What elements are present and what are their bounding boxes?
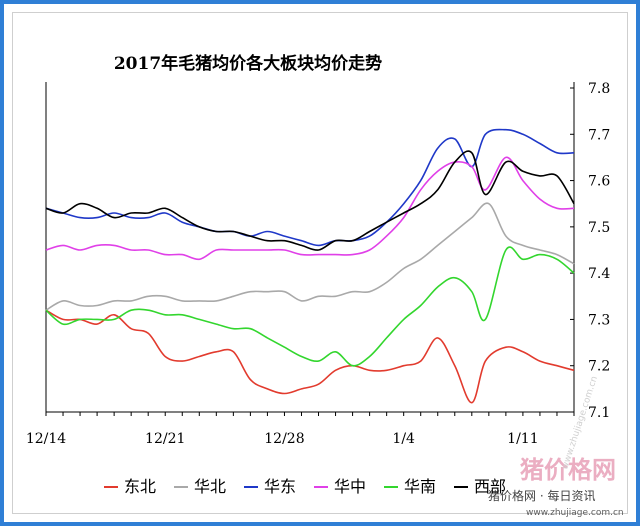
x-tick-label: 12/21 (145, 431, 185, 447)
watermark-brand: 猪价格网 (520, 456, 616, 484)
legend: 东北 华北 华东 华中 华南 西部 (104, 477, 506, 496)
y-tick-label: 7.2 (588, 359, 610, 375)
series-line-huazhong (45, 156, 575, 261)
series-line-huanan (45, 246, 575, 367)
series-line-huabei (45, 202, 575, 311)
x-tick-label: 12/28 (264, 431, 304, 447)
legend-label: 东北 (124, 477, 156, 496)
series-line-dongbei (45, 309, 575, 404)
legend-label: 华东 (264, 477, 296, 496)
watermark-url: www.zhujiage.com.cn (526, 508, 624, 518)
watermark-slogan: 猪价格网 · 每日资讯 (488, 488, 595, 503)
y-tick-label: 7.3 (588, 312, 610, 328)
x-tick-label: 1/4 (392, 431, 415, 447)
chart-inner-border (12, 12, 628, 514)
series-layer (45, 128, 575, 404)
chart-title: 2017年毛猪均价各大板块均价走势 (114, 53, 382, 74)
legend-label: 华北 (194, 477, 226, 496)
series-line-xibu (45, 150, 575, 251)
y-tick-label: 7.8 (588, 81, 610, 97)
y-tick-label: 7.7 (588, 127, 610, 143)
legend-label: 华南 (404, 477, 436, 496)
legend-label: 华中 (334, 477, 366, 496)
series-line-huadong (45, 128, 575, 247)
y-tick-label: 7.1 (588, 405, 610, 421)
y-tick-label: 7.4 (588, 266, 610, 282)
legend-label: 西部 (474, 477, 506, 496)
x-tick-label: 1/11 (507, 431, 538, 447)
x-tick-label: 12/14 (26, 431, 66, 447)
axes: 7.1 7.2 7.3 7.4 7.5 7.6 7.7 7.8 12/14 12/21 12/28 1… (26, 81, 611, 447)
y-tick-label: 7.5 (588, 220, 610, 236)
y-tick-label: 7.6 (588, 174, 610, 190)
